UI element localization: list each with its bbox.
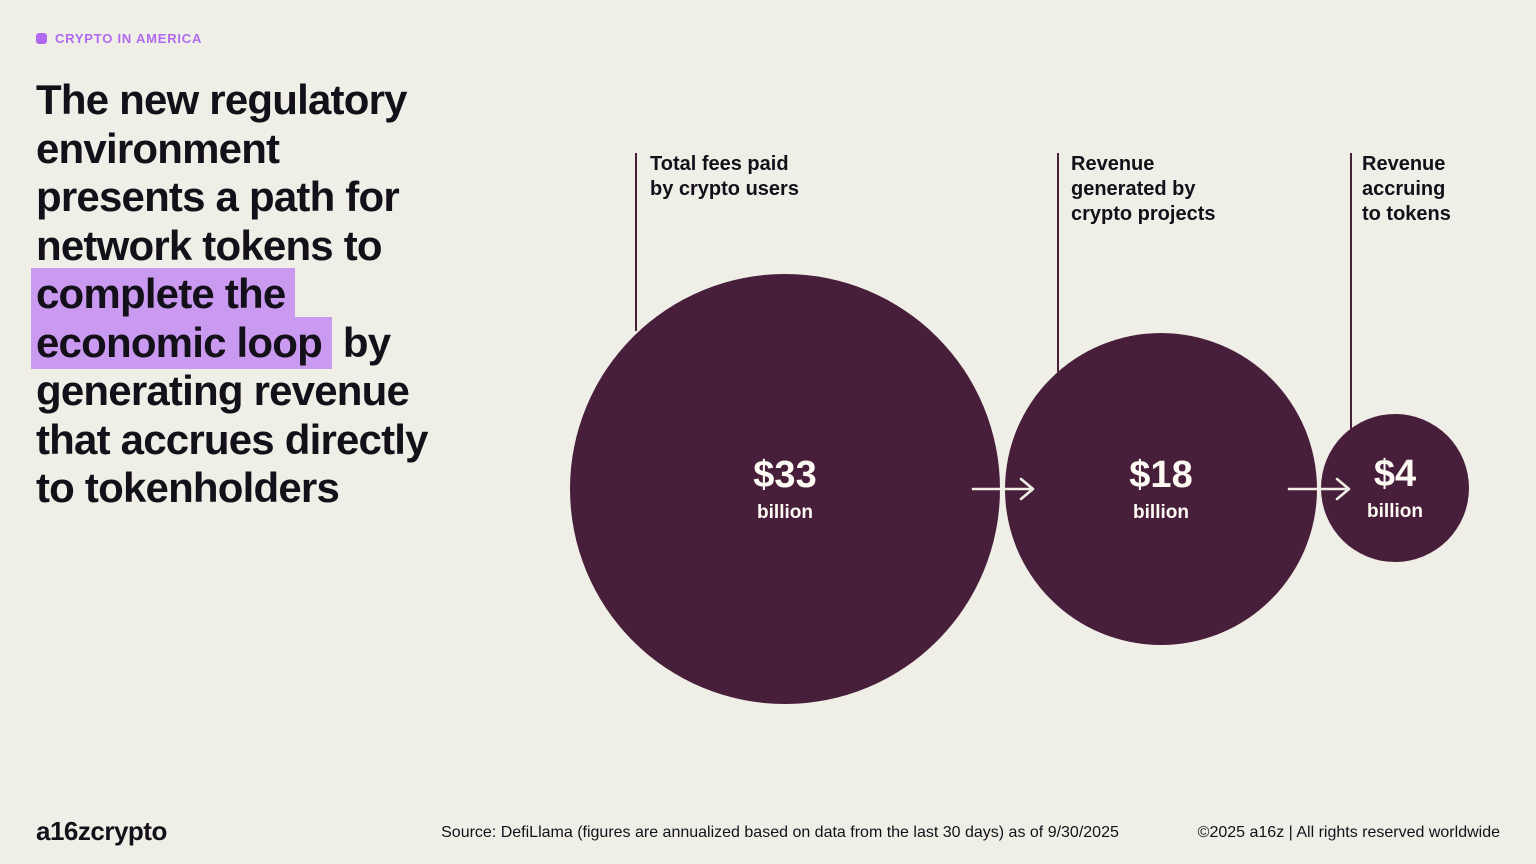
chart-label-token-revenue: Revenue accruing to tokens xyxy=(1362,152,1451,227)
headline: The new regulatory environment presents a … xyxy=(31,76,516,513)
chart-label-line: accruing xyxy=(1362,178,1446,200)
circle-project-revenue: $18 billion xyxy=(1005,333,1317,645)
copyright-note: ©2025 a16z | All rights reserved worldwi… xyxy=(1197,824,1500,841)
circle-value: $18 xyxy=(1129,454,1193,496)
chart-label-project-revenue: Revenue generated by crypto projects xyxy=(1071,152,1215,227)
circle-value: $4 xyxy=(1373,453,1417,495)
callout-line-total-fees xyxy=(635,153,637,331)
headline-line: environment xyxy=(36,124,280,172)
circle-value: $33 xyxy=(753,454,817,496)
headline-line: network tokens to xyxy=(36,221,383,269)
circle-total-fees: $33 billion xyxy=(570,274,1000,704)
callout-line-project-revenue xyxy=(1057,153,1059,372)
eyebrow-marker-icon xyxy=(36,33,47,44)
chart-label-line: to tokens xyxy=(1362,203,1451,225)
headline-highlight: economic loop xyxy=(31,316,332,369)
flow-arrow-icon xyxy=(971,477,1035,501)
eyebrow: CRYPTO IN AMERICA xyxy=(36,31,202,46)
circle-unit: billion xyxy=(1367,501,1423,522)
chart-label-line: by crypto users xyxy=(650,178,799,200)
headline-line: complete the xyxy=(31,268,516,320)
callout-line-token-revenue xyxy=(1350,153,1352,429)
headline-line: to tokenholders xyxy=(36,464,340,511)
chart-label-line: Revenue xyxy=(1362,153,1446,175)
headline-line: The new regulatory xyxy=(36,76,407,123)
a16zcrypto-logo: a16zcrypto xyxy=(36,816,167,846)
chart-label-line: crypto projects xyxy=(1071,203,1216,225)
chart-label-total-fees: Total fees paid by crypto users xyxy=(650,152,799,202)
eyebrow-label: CRYPTO IN AMERICA xyxy=(55,31,203,46)
circle-unit: billion xyxy=(757,502,813,523)
flow-arrow-icon xyxy=(1287,477,1351,501)
circle-unit: billion xyxy=(1133,502,1189,523)
source-note: Source: DefiLlama (figures are annualize… xyxy=(441,824,1119,841)
headline-line: that accrues directly xyxy=(36,415,429,463)
chart-label-line: Revenue xyxy=(1071,153,1155,175)
headline-line: presents a path for xyxy=(36,173,400,220)
chart-label-line: generated by xyxy=(1071,178,1196,200)
headline-line: generating revenue xyxy=(36,367,410,414)
headline-highlight: complete the xyxy=(31,268,296,320)
headline-line: economic loop by xyxy=(31,316,516,369)
chart-label-line: Total fees paid xyxy=(650,153,789,175)
